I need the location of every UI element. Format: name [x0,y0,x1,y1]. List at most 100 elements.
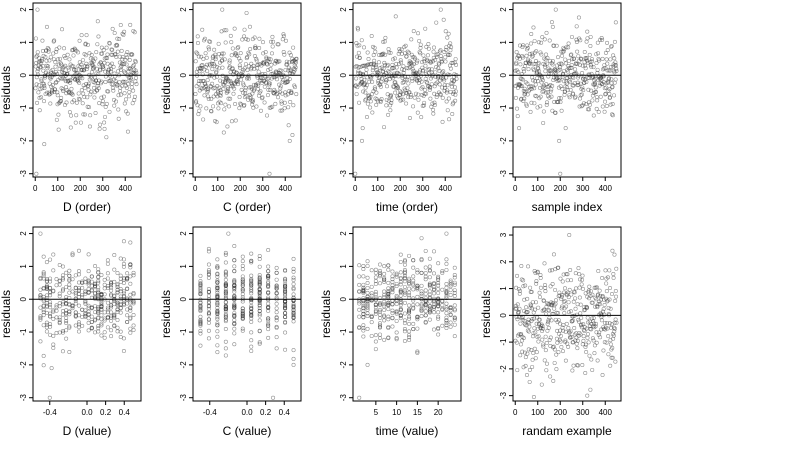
data-point [407,335,412,340]
data-point [514,340,519,345]
data-point [603,327,608,332]
data-point [586,60,591,65]
data-point [198,292,203,297]
data-point [67,110,72,115]
data-point [382,337,387,342]
data-point [124,52,129,57]
data-point [365,303,370,308]
data-point [267,83,272,88]
data-point [558,321,563,326]
data-point [213,55,218,60]
data-point [536,40,541,45]
data-point [602,340,607,345]
data-point [564,85,569,90]
data-point [95,83,100,88]
data-point [551,378,556,383]
data-point [374,102,379,107]
data-point [96,278,101,283]
data-point [548,335,553,340]
data-point [291,362,296,367]
data-point [522,350,527,355]
data-point [610,84,615,89]
data-point [41,323,46,328]
data-point [438,92,443,97]
data-point [557,67,562,72]
data-point [606,352,611,357]
data-point [525,92,530,97]
data-point [575,49,580,54]
data-point [257,329,262,334]
data-point [427,87,432,92]
data-point [198,331,203,336]
data-point [70,277,75,282]
data-point [241,83,246,88]
data-point [361,301,366,306]
data-point [363,85,368,90]
data-point [411,287,416,292]
data-point [586,340,591,345]
data-point [572,95,577,100]
data-point [240,316,245,321]
data-point [69,113,74,118]
data-point [52,38,57,43]
data-point [419,115,424,120]
data-point [576,54,581,59]
y-tick-label: 2 [19,231,28,236]
data-point [402,288,407,293]
data-point [444,305,449,310]
data-point [535,79,540,84]
data-point [543,69,548,74]
data-point [283,279,288,284]
data-point [536,60,541,65]
data-point [402,258,407,263]
data-point [600,37,605,42]
data-point [357,263,362,268]
data-point [373,292,378,297]
y-axis-title: residuals [0,66,13,114]
data-point [253,44,258,49]
data-point [117,37,122,42]
data-point [423,309,428,314]
data-point [121,79,126,84]
data-point [364,115,369,120]
data-point [274,91,279,96]
data-point [571,299,576,304]
data-point [223,300,228,305]
data-point [553,298,558,303]
data-point [257,281,262,286]
data-point [588,289,593,294]
data-point [580,85,585,90]
data-point [134,75,139,80]
data-point [411,296,416,301]
data-point [57,294,62,299]
data-point [198,304,203,309]
data-point [436,291,441,296]
data-point [109,82,114,87]
data-point [563,338,568,343]
data-point [96,288,101,293]
data-point [534,94,539,99]
data-point [579,104,584,109]
data-point [383,52,388,57]
data-point [453,98,458,103]
data-point [56,112,61,117]
data-point [439,58,444,63]
data-point [547,268,552,273]
data-point [232,289,237,294]
data-point [541,120,546,125]
data-point [274,283,279,288]
data-point [249,258,254,263]
data-point [581,322,586,327]
data-point [107,109,112,114]
data-point [242,27,247,32]
data-point [240,289,245,294]
x-tick-label: 200 [554,408,568,417]
data-point [440,303,445,308]
y-tick-label: -3 [339,170,348,178]
data-point [128,52,133,57]
data-point [80,280,85,285]
data-point [593,81,598,86]
data-point [444,301,449,306]
data-point [542,307,547,312]
data-point [521,99,526,104]
